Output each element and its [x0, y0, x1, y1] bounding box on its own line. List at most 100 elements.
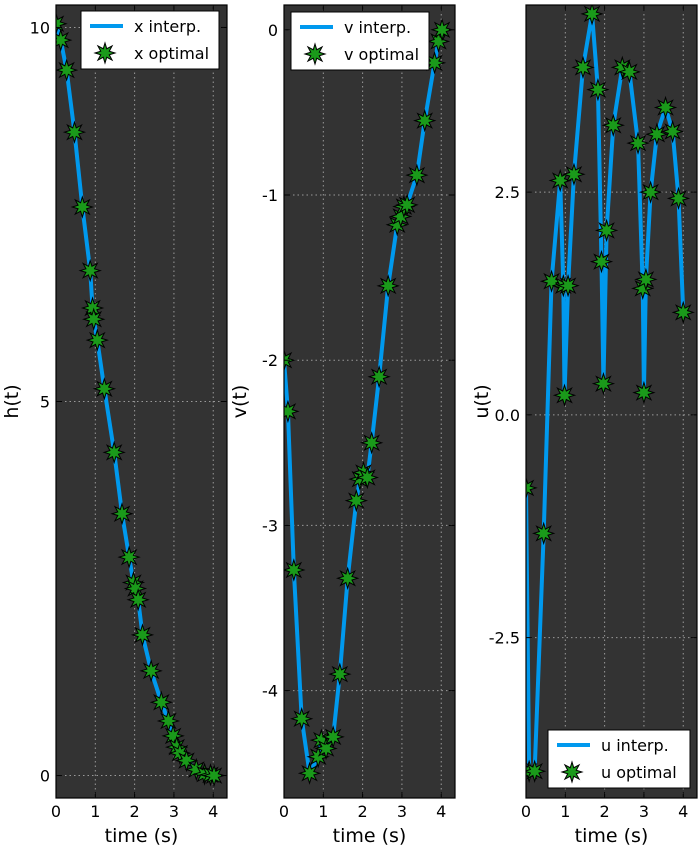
x-tick-label: 2 — [358, 802, 368, 821]
data-point — [405, 163, 429, 187]
data-point — [556, 273, 580, 298]
y-tick-label: 0 — [40, 767, 50, 786]
data-point — [149, 690, 174, 714]
data-point — [92, 377, 117, 401]
y-tick-label: 5 — [40, 393, 50, 412]
data-point — [531, 521, 556, 546]
y-axis-label: v(t) — [229, 385, 251, 419]
data-point — [580, 5, 604, 26]
data-point — [314, 736, 338, 761]
legend-label: u optimal — [601, 763, 677, 782]
y-tick-label: 0 — [268, 21, 278, 40]
data-point — [284, 558, 306, 582]
data-point — [376, 274, 400, 298]
data-point — [56, 11, 68, 36]
data-point — [526, 476, 538, 500]
subplot-1: 0 1 2 3 4 0 5 10 time (s) h(t) x interp. x optimal — [1, 4, 228, 847]
y-tick-label: 10 — [30, 18, 50, 37]
data-point — [321, 725, 345, 749]
legend-marker-swatch — [303, 42, 327, 66]
series-group — [56, 11, 226, 788]
x-tick-label: 1 — [560, 802, 570, 821]
data-point — [139, 659, 163, 683]
y-tick-label: -2.5 — [489, 629, 520, 648]
x-tick-label: 3 — [639, 802, 649, 821]
x-tick-label: 0 — [521, 802, 531, 821]
data-point — [284, 399, 300, 424]
data-point — [82, 307, 106, 331]
data-point — [660, 119, 685, 144]
data-point — [289, 706, 314, 731]
data-point — [56, 58, 79, 82]
data-point — [126, 588, 150, 612]
axes-frame — [55, 4, 228, 799]
data-point — [586, 77, 610, 102]
data-point — [78, 258, 102, 283]
data-point — [589, 249, 614, 274]
data-point — [548, 168, 572, 193]
legend: x interp. x optimal — [80, 10, 220, 70]
legend-label: x interp. — [134, 17, 201, 36]
data-point — [328, 662, 352, 686]
axes-frame — [283, 4, 456, 799]
data-point — [671, 300, 695, 325]
data-point — [430, 18, 454, 42]
data-point — [638, 180, 663, 204]
x-tick-label: 2 — [600, 802, 610, 821]
data-point — [110, 502, 134, 526]
data-point — [666, 186, 691, 211]
data-point — [617, 60, 642, 84]
data-point — [85, 328, 109, 352]
data-point — [344, 488, 369, 513]
plot-area — [284, 5, 455, 798]
data-point — [632, 380, 656, 405]
legend-label: x optimal — [134, 44, 209, 63]
data-point — [395, 193, 419, 217]
x-tick-label: 4 — [678, 802, 688, 821]
data-point — [653, 95, 678, 120]
data-point — [70, 195, 95, 219]
y-axis-label: h(t) — [1, 384, 23, 418]
x-tick-label: 0 — [51, 802, 61, 821]
legend-label: v interp. — [344, 18, 411, 37]
data-point — [359, 431, 384, 455]
data-point — [626, 131, 650, 155]
x-axis-label: time (s) — [575, 825, 649, 847]
data-point — [130, 623, 155, 647]
data-point — [102, 440, 126, 465]
y-axis-label: u(t) — [471, 384, 493, 418]
x-axis-label: time (s) — [333, 825, 407, 847]
y-tick-label: 2.5 — [495, 183, 520, 202]
data-point — [591, 371, 616, 396]
data-point — [562, 162, 586, 186]
x-axis-label: time (s) — [105, 825, 179, 847]
legend-label: u interp. — [601, 736, 669, 755]
legend-marker-swatch — [560, 760, 584, 784]
legend-label: v optimal — [344, 45, 419, 64]
data-point — [526, 759, 547, 783]
data-point — [62, 120, 87, 144]
legend: u interp. u optimal — [547, 729, 691, 789]
subplot-2: 0 1 2 3 4 0 -1 -2 -3 -4 time (s) v(t) v interp. v opt… — [229, 4, 456, 847]
y-tick-label: 0.0 — [495, 406, 520, 425]
data-point — [571, 55, 595, 80]
series-group — [284, 18, 454, 785]
data-point — [335, 566, 360, 590]
x-tick-label: 4 — [208, 802, 218, 821]
x-tick-label: 3 — [169, 802, 179, 821]
subplot-3: 0 1 2 3 4 2.5 0.0 -2.5 time (s) u(t) u interp. u op… — [471, 4, 698, 847]
data-point — [413, 108, 437, 133]
y-tick-label: -4 — [262, 682, 278, 701]
x-tick-label: 0 — [279, 802, 289, 821]
data-point — [552, 383, 577, 407]
data-point — [594, 218, 619, 243]
x-tick-label: 4 — [436, 802, 446, 821]
x-tick-label: 3 — [397, 802, 407, 821]
y-tick-label: -3 — [262, 516, 278, 535]
data-point — [297, 761, 322, 785]
data-point — [202, 763, 226, 788]
x-tick-label: 2 — [130, 802, 140, 821]
legend: v interp. v optimal — [290, 11, 430, 71]
data-point — [601, 113, 625, 137]
